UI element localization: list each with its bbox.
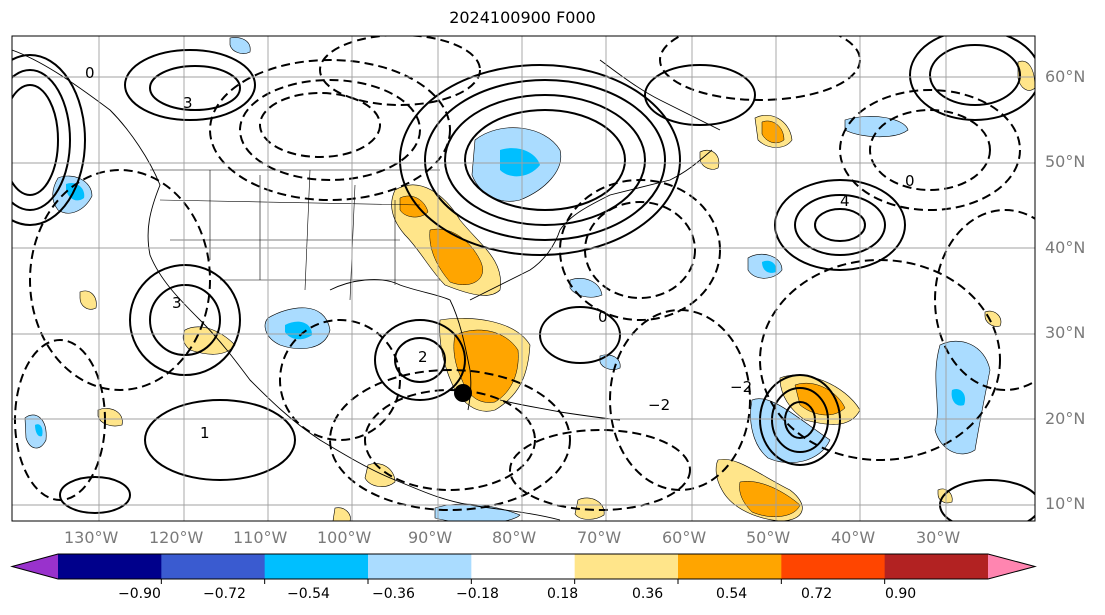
colorbar-tick-label: −0.90: [118, 586, 161, 602]
colorbar-tick-label: 0.72: [801, 586, 833, 602]
map-background: [12, 36, 1035, 521]
lat-label: 20°N: [1045, 409, 1086, 428]
strong-negative-anomaly-shading: [35, 148, 966, 437]
contour-label: −2: [730, 378, 752, 396]
lon-label: 100°W: [317, 528, 372, 547]
strong-positive-anomaly-shading: [399, 120, 846, 517]
lat-label: 40°N: [1045, 238, 1086, 257]
lon-label: 120°W: [149, 528, 204, 547]
lat-label: 30°N: [1045, 323, 1086, 342]
colorbar-tick-label: −0.36: [372, 586, 415, 602]
contour-label: 1: [200, 424, 210, 442]
colorbar-tick-label: −0.54: [287, 586, 330, 602]
lon-label: 80°W: [492, 528, 537, 547]
colorbar-segment: [574, 554, 679, 579]
colorbar-segment: [678, 554, 782, 579]
contour-label: 0: [905, 172, 915, 190]
colorbar-tick-label: 0.36: [632, 586, 664, 602]
lon-label: 50°W: [746, 528, 791, 547]
colorbar-segment: [161, 554, 266, 579]
colorbar-segment: [471, 554, 576, 579]
colorbar-outline: [10, 553, 1037, 580]
map-frame: [11, 35, 1036, 522]
contour-label: 2: [418, 348, 428, 366]
lat-label: 50°N: [1045, 152, 1086, 171]
lon-label: 130°W: [64, 528, 119, 547]
lon-label: 110°W: [233, 528, 288, 547]
lon-label: 70°W: [577, 528, 622, 547]
colorbar-tick-label: −0.72: [203, 586, 246, 602]
colorbar-segment: [368, 554, 472, 579]
colorbar-segment: [58, 554, 162, 579]
lon-label: 90°W: [408, 528, 453, 547]
contour-label: 0: [85, 64, 95, 82]
lon-label: 30°W: [916, 528, 961, 547]
lon-label: 40°W: [831, 528, 876, 547]
solid-contours: [12, 36, 1035, 521]
contour-label: 0: [598, 308, 608, 326]
colorbar-segment: [781, 554, 886, 579]
gridlines: [12, 36, 1035, 521]
contour-label: 3: [172, 294, 182, 312]
dashed-contours: [14, 36, 1035, 511]
colorbar-segment: [264, 554, 369, 579]
lon-label: 60°W: [662, 528, 707, 547]
colorbar-tick-label: 0.90: [885, 586, 917, 602]
lat-label: 10°N: [1045, 494, 1086, 513]
contour-label: −2: [648, 396, 670, 414]
contour-label: 4: [840, 192, 850, 210]
colorbar-tick-label: −0.18: [456, 586, 499, 602]
lat-label: 60°N: [1045, 67, 1086, 86]
colorbar-tick-label: 0.18: [547, 586, 579, 602]
plot-title: 2024100900 F000: [449, 8, 596, 27]
contour-labels: 3 2 0 1 4 −2 −2 3 0 0: [85, 64, 915, 442]
colorbar-extension-high: [988, 554, 1035, 579]
contour-label: 3: [183, 94, 193, 112]
storm-center-marker: [454, 384, 472, 402]
colorbar: [10, 553, 1037, 584]
coastlines: [12, 49, 721, 521]
state-borders: [150, 169, 440, 301]
colorbar-extension-low: [12, 554, 58, 579]
colorbar-tick-label: 0.54: [716, 586, 748, 602]
colorbar-segment: [884, 554, 989, 579]
